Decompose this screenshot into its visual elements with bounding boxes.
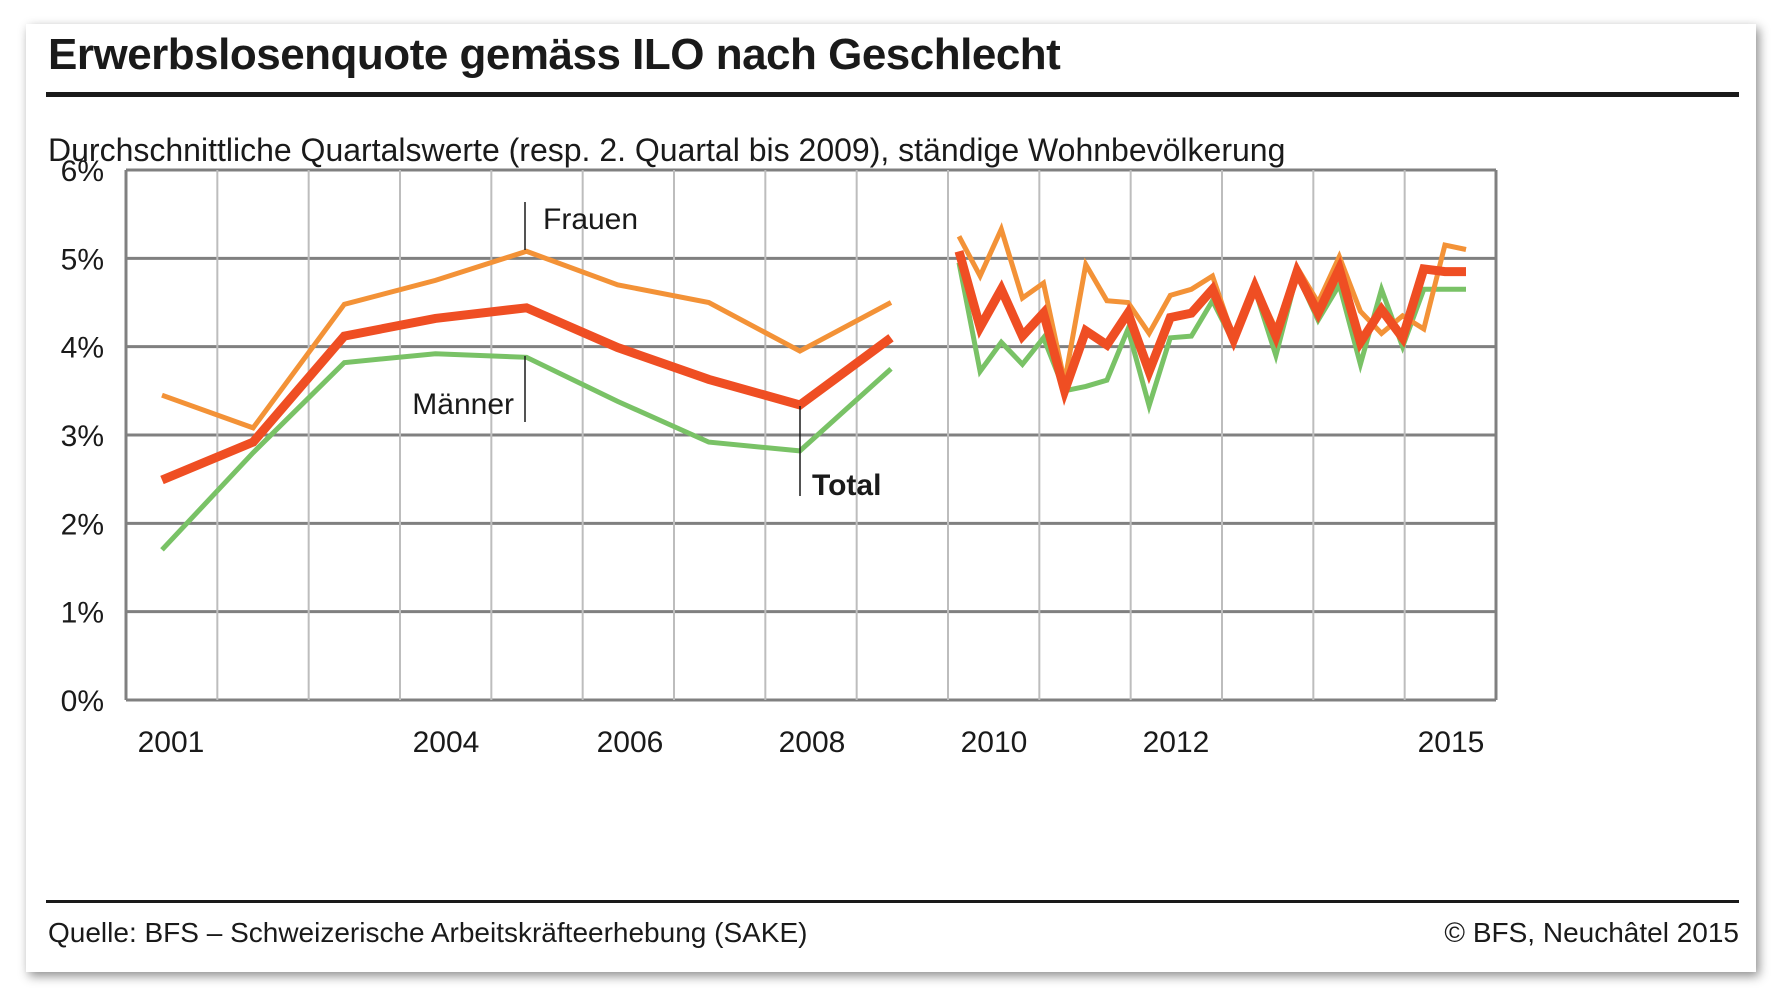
series-line-frauen-annual xyxy=(161,248,893,431)
series-line-total-annual xyxy=(160,303,894,485)
series xyxy=(160,222,1467,552)
x-tick-label: 2012 xyxy=(1143,726,1210,759)
y-tick-label: 2% xyxy=(61,508,104,541)
annotation-maenner: Männer xyxy=(412,388,514,421)
series-line-frauen-quarterly xyxy=(956,222,1467,383)
chart-card: Erwerbslosenquote gemäss ILO nach Geschl… xyxy=(26,24,1756,972)
x-tick-label: 2008 xyxy=(779,726,846,759)
title-rule xyxy=(46,92,1739,97)
x-tick-label: 2015 xyxy=(1418,726,1485,759)
line-chart: 0% 1% 2% 3% 4% 5% 6% 2001 2004 2006 2008 2010 2012 20… xyxy=(61,155,1498,759)
y-tick-label: 0% xyxy=(61,685,104,718)
x-tick-label: 2004 xyxy=(413,726,480,759)
y-tick-label: 3% xyxy=(61,420,104,453)
y-tick-label: 6% xyxy=(61,155,104,188)
y-tick-label: 5% xyxy=(61,243,104,276)
footer-rule xyxy=(46,900,1739,903)
grid xyxy=(126,168,1496,702)
x-tick-label: 2001 xyxy=(138,726,205,759)
annotation-frauen: Frauen xyxy=(543,203,638,236)
x-tick-label: 2010 xyxy=(961,726,1028,759)
series-line-total-quarterly xyxy=(954,250,1466,406)
chart-title: Erwerbslosenquote gemäss ILO nach Geschl… xyxy=(48,30,1061,79)
annotation-total: Total xyxy=(812,469,881,502)
series-line-maenner-annual xyxy=(160,351,893,552)
chart-subtitle: Durchschnittliche Quartalswerte (resp. 2… xyxy=(48,132,1286,168)
source-note: Quelle: BFS – Schweizerische Arbeitskräf… xyxy=(48,917,808,948)
x-tick-label: 2006 xyxy=(597,726,664,759)
copyright-note: © BFS, Neuchâtel 2015 xyxy=(1444,917,1739,948)
axes: 0% 1% 2% 3% 4% 5% 6% 2001 2004 2006 2008 2010 2012 20… xyxy=(61,155,1498,759)
y-tick-label: 4% xyxy=(61,332,104,365)
annotations: Frauen Männer Total xyxy=(412,202,881,502)
y-tick-label: 1% xyxy=(61,597,104,630)
